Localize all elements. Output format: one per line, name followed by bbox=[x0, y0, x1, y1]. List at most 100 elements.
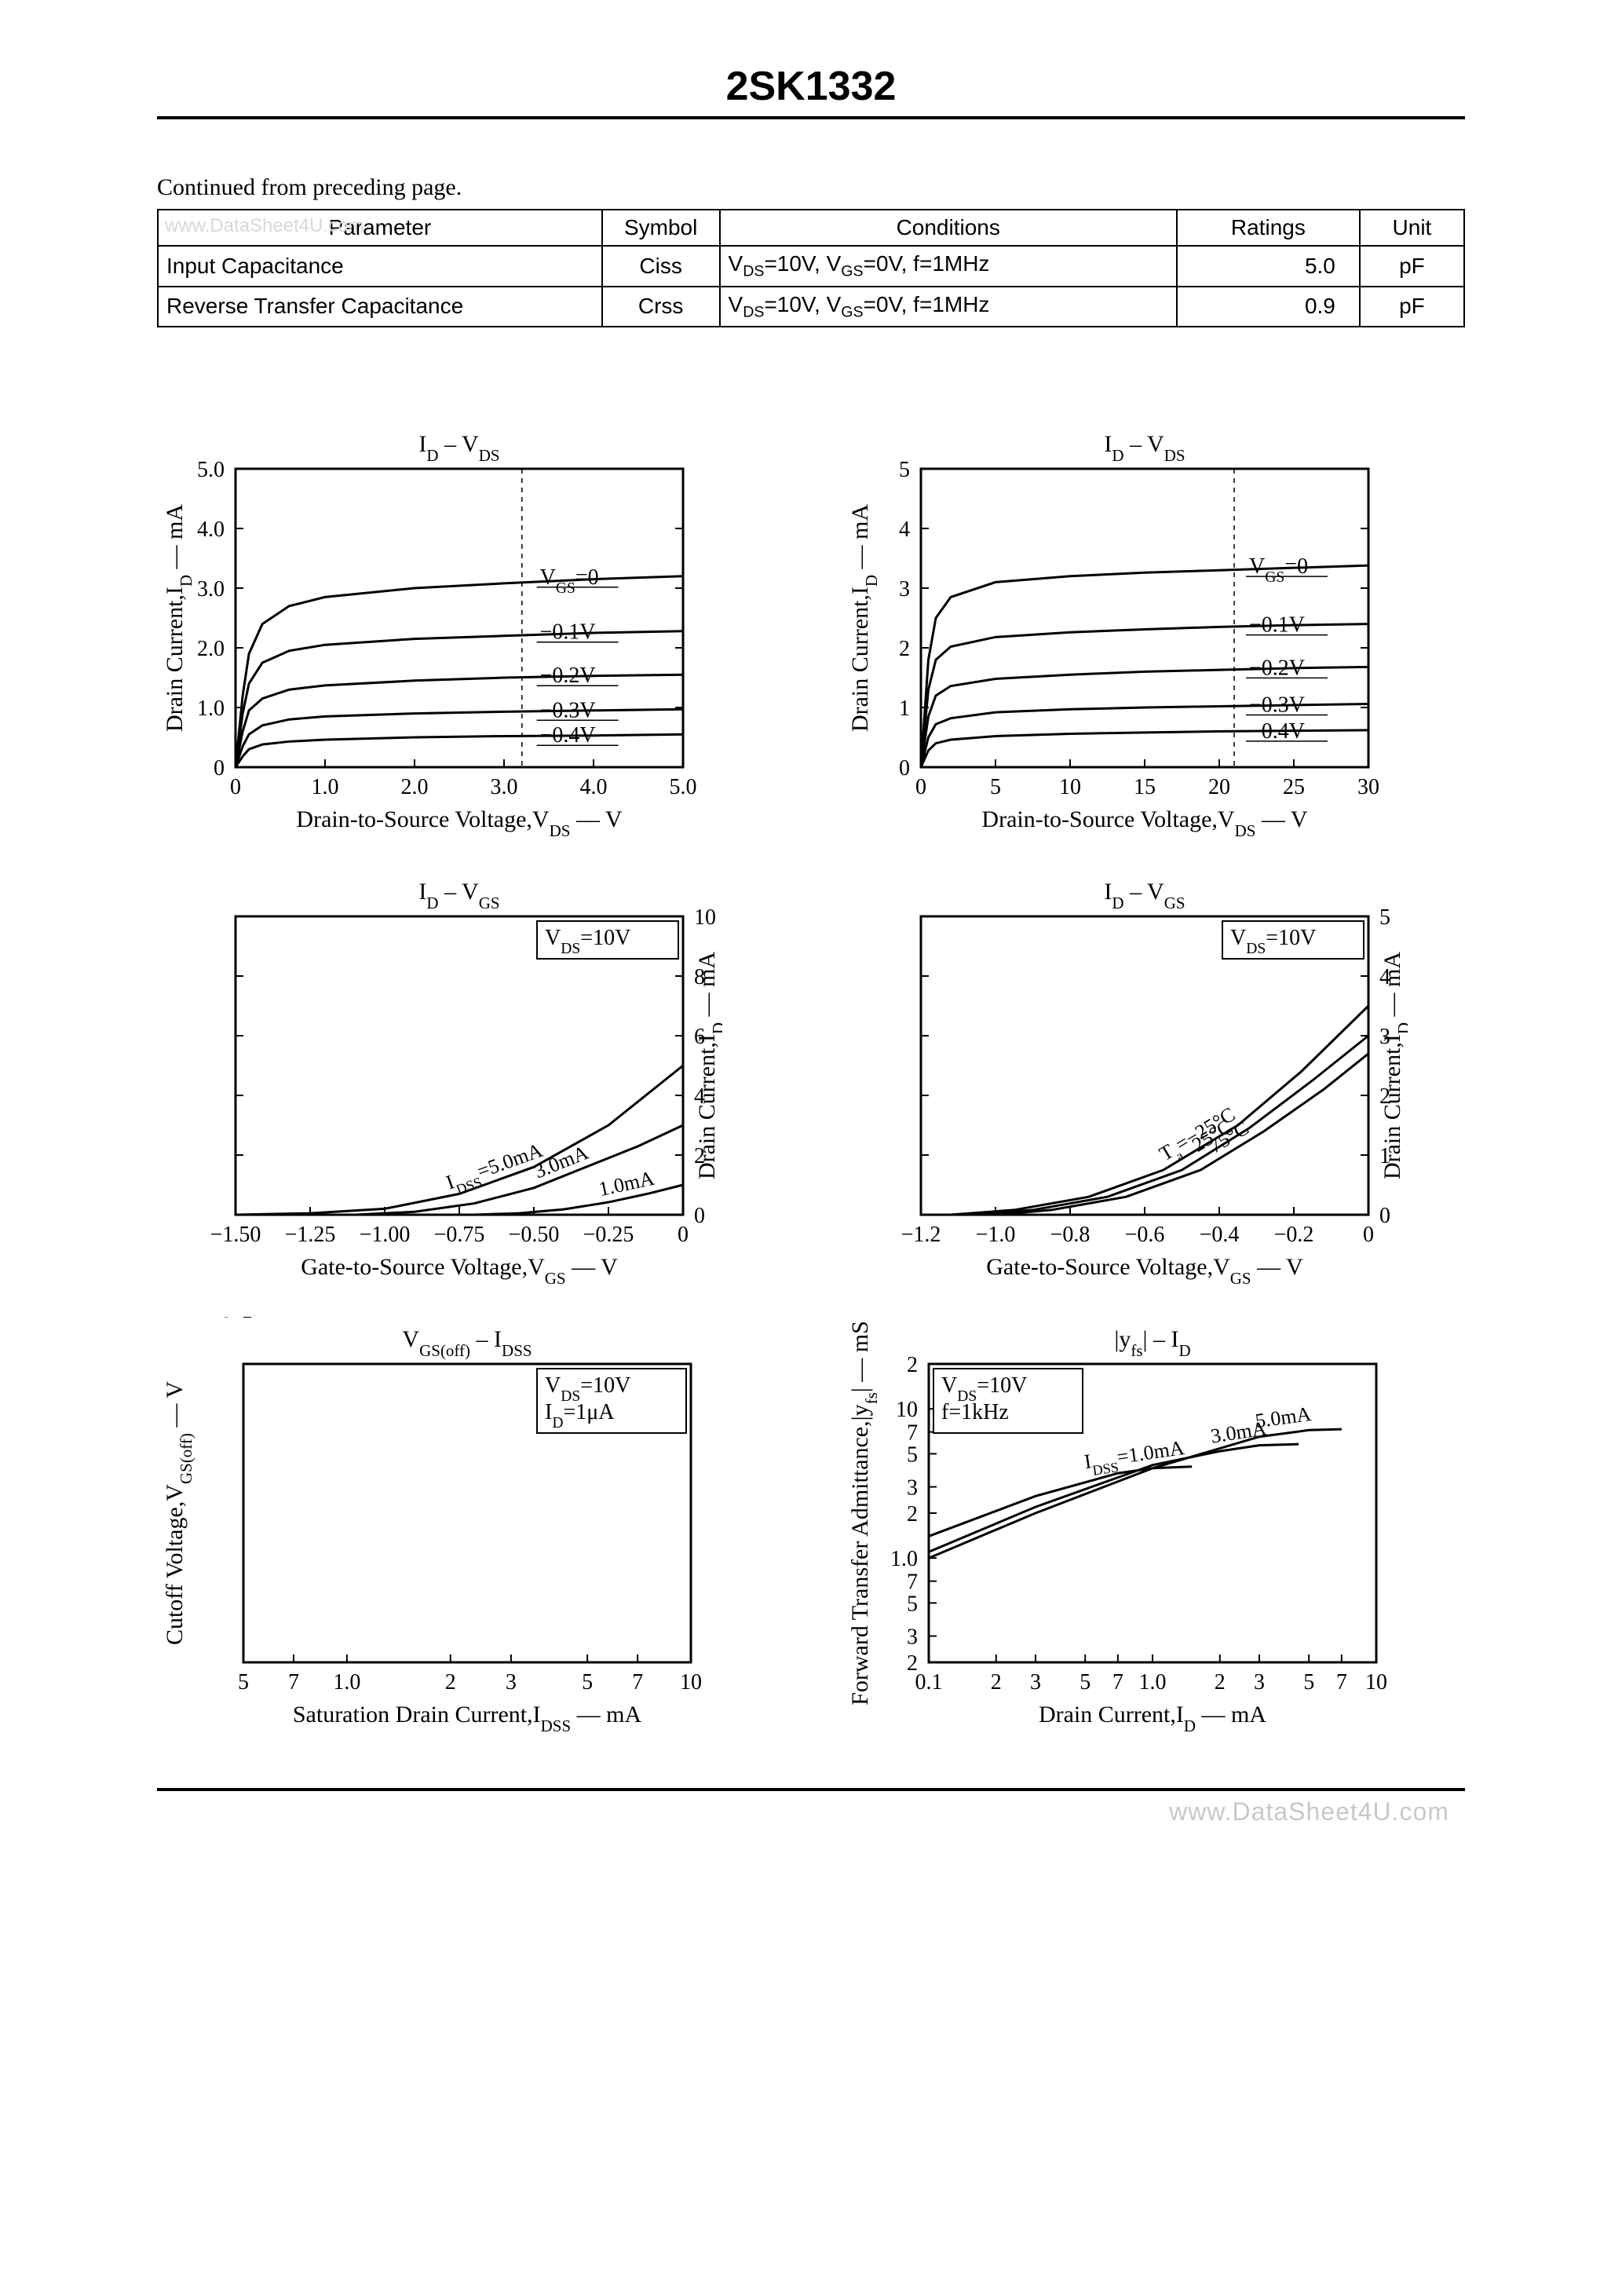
svg-text:Drain Current,ID — mA: Drain Current,ID — mA bbox=[694, 952, 722, 1179]
chart-id-vds-high: ID – VDS051015202530012345VGS=0−0.1V−0.2… bbox=[842, 422, 1465, 846]
svg-text:3: 3 bbox=[899, 577, 910, 601]
svg-text:0.1: 0.1 bbox=[915, 1670, 943, 1695]
svg-text:10: 10 bbox=[1059, 775, 1081, 799]
cell-conditions: VDS=10V, VGS=0V, f=1MHz bbox=[720, 246, 1177, 287]
col-ratings: Ratings bbox=[1177, 210, 1360, 246]
svg-text:3: 3 bbox=[1254, 1670, 1265, 1695]
svg-text:4.0: 4.0 bbox=[197, 517, 225, 542]
cell-unit: pF bbox=[1360, 287, 1464, 327]
svg-text:−1.25: −1.25 bbox=[285, 1223, 336, 1247]
svg-text:5: 5 bbox=[1303, 1670, 1314, 1695]
svg-text:|yfs| – ID: |yfs| – ID bbox=[1114, 1326, 1190, 1360]
svg-text:IDSS=1.0mA: IDSS=1.0mA bbox=[1083, 1436, 1186, 1479]
svg-text:3: 3 bbox=[506, 1670, 517, 1695]
svg-text:−1.2: −1.2 bbox=[901, 1223, 941, 1247]
svg-text:3.0: 3.0 bbox=[197, 577, 225, 601]
svg-text:7: 7 bbox=[1112, 1670, 1123, 1695]
svg-text:2.0: 2.0 bbox=[401, 775, 429, 799]
svg-text:1.0: 1.0 bbox=[312, 775, 339, 799]
svg-text:10: 10 bbox=[1365, 1670, 1387, 1695]
svg-text:VGS(off) – IDSS: VGS(off) – IDSS bbox=[402, 1326, 532, 1360]
chart-id-vds-low: ID – VDS01.02.03.04.05.001.02.03.04.05.0… bbox=[157, 422, 780, 846]
svg-text:10: 10 bbox=[680, 1670, 702, 1695]
svg-text:−0.6: −0.6 bbox=[1125, 1223, 1165, 1247]
page-title: 2SK1332 bbox=[157, 63, 1465, 110]
svg-text:1: 1 bbox=[899, 696, 910, 721]
svg-text:VGS=0: VGS=0 bbox=[1249, 554, 1308, 586]
svg-text:5: 5 bbox=[990, 775, 1001, 799]
svg-text:5: 5 bbox=[907, 1592, 918, 1617]
table-row: Input CapacitanceCissVDS=10V, VGS=0V, f=… bbox=[158, 246, 1464, 287]
cell-conditions: VDS=10V, VGS=0V, f=1MHz bbox=[720, 287, 1177, 327]
svg-text:2: 2 bbox=[899, 637, 910, 661]
svg-text:−0.3V: −0.3V bbox=[1249, 693, 1305, 718]
svg-text:Gate-to-Source Voltage,VGS — V: Gate-to-Source Voltage,VGS — V bbox=[986, 1254, 1303, 1288]
svg-text:5: 5 bbox=[907, 1443, 918, 1468]
table-header-row: www.DataSheet4U.com Parameter Symbol Con… bbox=[158, 210, 1464, 246]
cell-parameter: Reverse Transfer Capacitance bbox=[158, 287, 602, 327]
svg-text:0: 0 bbox=[214, 756, 225, 781]
svg-text:Drain Current,ID — mA: Drain Current,ID — mA bbox=[1379, 952, 1408, 1179]
watermark-cell: www.DataSheet4U.com bbox=[165, 215, 363, 237]
svg-text:Drain-to-Source Voltage,VDS —: Drain-to-Source Voltage,VDS — V bbox=[981, 806, 1307, 840]
svg-text:2: 2 bbox=[907, 1502, 918, 1526]
cell-symbol: Ciss bbox=[602, 246, 720, 287]
svg-text:0: 0 bbox=[694, 1204, 705, 1228]
rule-bottom bbox=[157, 1788, 1465, 1791]
svg-text:5.0: 5.0 bbox=[197, 458, 225, 482]
svg-text:4: 4 bbox=[899, 517, 910, 542]
svg-text:−0.8: −0.8 bbox=[1050, 1223, 1090, 1247]
charts-grid: ID – VDS01.02.03.04.05.001.02.03.04.05.0… bbox=[157, 422, 1465, 1741]
chart-id-vgs-idss: ID – VGS−1.50−1.25−1.00−0.75−0.50−0.2500… bbox=[157, 869, 780, 1293]
svg-text:5: 5 bbox=[1080, 1670, 1090, 1695]
svg-text:2: 2 bbox=[445, 1670, 456, 1695]
cell-rating: 5.0 bbox=[1177, 246, 1360, 287]
svg-text:10: 10 bbox=[896, 1398, 918, 1422]
col-parameter: www.DataSheet4U.com Parameter bbox=[158, 210, 602, 246]
col-unit: Unit bbox=[1360, 210, 1464, 246]
svg-text:ID – VDS: ID – VDS bbox=[1104, 431, 1185, 465]
svg-text:7: 7 bbox=[1336, 1670, 1347, 1695]
svg-text:5: 5 bbox=[899, 458, 910, 482]
cell-unit: pF bbox=[1360, 246, 1464, 287]
svg-text:7: 7 bbox=[907, 1421, 918, 1446]
svg-text:5: 5 bbox=[582, 1670, 593, 1695]
svg-text:Gate-to-Source Voltage,VGS — V: Gate-to-Source Voltage,VGS — V bbox=[301, 1254, 618, 1288]
svg-text:3.0: 3.0 bbox=[491, 775, 518, 799]
col-conditions: Conditions bbox=[720, 210, 1177, 246]
cell-parameter: Input Capacitance bbox=[158, 246, 602, 287]
svg-text:Drain Current,ID — mA: Drain Current,ID — mA bbox=[1039, 1702, 1266, 1735]
svg-text:ID – VDS: ID – VDS bbox=[418, 431, 499, 465]
svg-text:5: 5 bbox=[1379, 905, 1390, 930]
table-row: Reverse Transfer CapacitanceCrssVDS=10V,… bbox=[158, 287, 1464, 327]
svg-text:0: 0 bbox=[678, 1223, 689, 1247]
svg-text:−0.2V: −0.2V bbox=[540, 664, 596, 688]
svg-text:−1.50: −1.50 bbox=[210, 1223, 261, 1247]
svg-text:5: 5 bbox=[221, 1317, 232, 1322]
svg-text:0: 0 bbox=[899, 756, 910, 781]
svg-text:Drain Current,ID — mA: Drain Current,ID — mA bbox=[847, 504, 881, 732]
svg-text:−0.75: −0.75 bbox=[434, 1223, 485, 1247]
svg-text:f=1kHz: f=1kHz bbox=[941, 1400, 1009, 1424]
svg-text:Saturation Drain Current,IDSS: Saturation Drain Current,IDSS — mA bbox=[293, 1702, 642, 1735]
svg-text:5.0: 5.0 bbox=[670, 775, 697, 799]
svg-text:1.0: 1.0 bbox=[890, 1547, 918, 1571]
svg-text:3: 3 bbox=[907, 1625, 918, 1650]
chart-id-vgs-temp: ID – VGS−1.2−1.0−0.8−0.6−0.4−0.20012345V… bbox=[842, 869, 1465, 1293]
svg-text:7: 7 bbox=[288, 1670, 299, 1695]
svg-text:Cutoff Voltage,VGS(off) — V: Cutoff Voltage,VGS(off) — V bbox=[162, 1381, 195, 1645]
svg-text:−0.4V: −0.4V bbox=[540, 723, 596, 748]
svg-text:2: 2 bbox=[1215, 1670, 1226, 1695]
svg-text:−0.2V: −0.2V bbox=[1249, 656, 1305, 681]
col-symbol: Symbol bbox=[602, 210, 720, 246]
footer-watermark: www.DataSheet4U.com bbox=[157, 1797, 1465, 1826]
svg-text:1.0mA: 1.0mA bbox=[597, 1167, 656, 1201]
svg-text:−0.50: −0.50 bbox=[509, 1223, 560, 1247]
cell-rating: 0.9 bbox=[1177, 287, 1360, 327]
svg-text:Drain-to-Source Voltage,VDS —: Drain-to-Source Voltage,VDS — V bbox=[296, 806, 622, 840]
svg-text:IDSS=5.0mA: IDSS=5.0mA bbox=[443, 1139, 547, 1200]
svg-text:7: 7 bbox=[632, 1670, 643, 1695]
svg-text:30: 30 bbox=[1357, 775, 1379, 799]
svg-text:3: 3 bbox=[907, 1476, 918, 1501]
svg-text:−1.00: −1.00 bbox=[360, 1223, 411, 1247]
